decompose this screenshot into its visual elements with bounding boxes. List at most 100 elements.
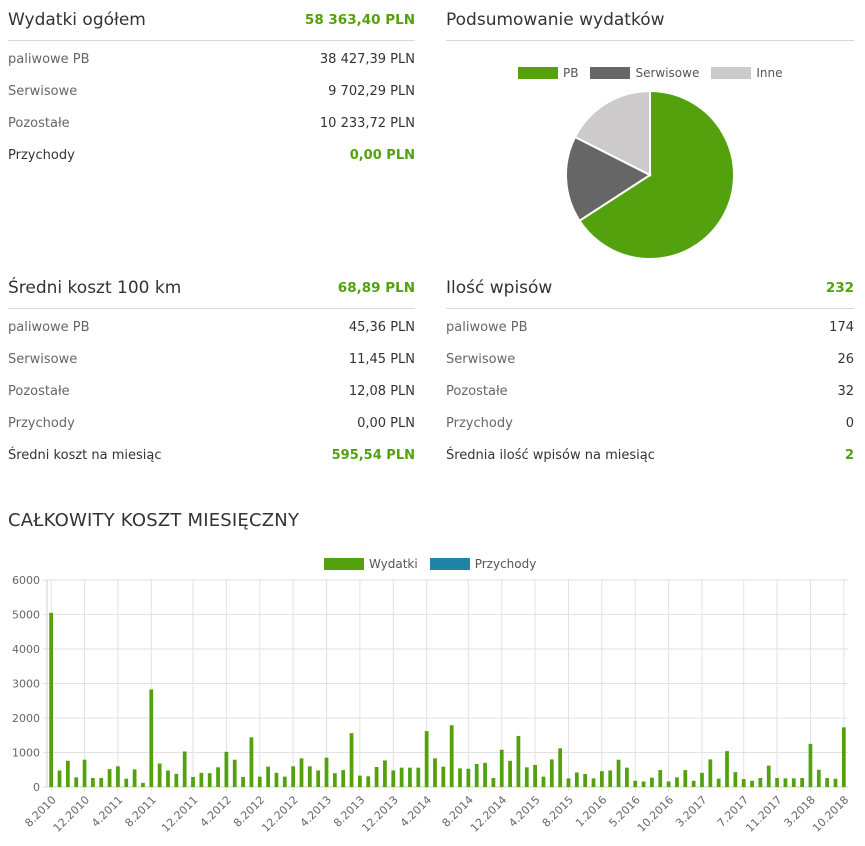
bar-wydatki[interactable] [666, 781, 671, 787]
bar-wydatki[interactable] [474, 763, 479, 787]
bar-wydatki[interactable] [625, 767, 629, 787]
bar-wydatki[interactable] [558, 748, 563, 787]
bar-wydatki[interactable] [132, 769, 137, 787]
bar-wydatki[interactable] [449, 725, 454, 787]
bar-wydatki[interactable] [808, 743, 813, 787]
bar-wydatki[interactable] [541, 776, 546, 787]
bar-wydatki[interactable] [733, 772, 738, 787]
bar-wydatki[interactable] [266, 766, 270, 787]
bar-wydatki[interactable] [299, 758, 304, 787]
bar-wydatki[interactable] [499, 749, 504, 787]
bar-wydatki[interactable] [383, 760, 387, 787]
bar-wydatki[interactable] [182, 751, 187, 787]
bar-wydatki[interactable] [358, 775, 362, 787]
bar-wydatki[interactable] [574, 772, 579, 787]
bar-wydatki[interactable] [324, 757, 329, 787]
bar-wydatki[interactable] [516, 735, 521, 787]
bar-wydatki[interactable] [483, 762, 487, 787]
bar-wydatki[interactable] [491, 778, 496, 787]
bar-wydatki[interactable] [508, 760, 512, 787]
bar-wydatki[interactable] [65, 760, 70, 787]
bar-wydatki[interactable] [441, 766, 446, 787]
legend-item-przychody[interactable]: Przychody [429, 557, 536, 571]
bar-wydatki[interactable] [841, 727, 846, 787]
bar-wydatki[interactable] [424, 731, 429, 787]
bar-wydatki[interactable] [616, 759, 621, 787]
bar-wydatki[interactable] [583, 773, 588, 787]
bar-wydatki[interactable] [374, 766, 379, 787]
bar-wydatki[interactable] [107, 769, 112, 787]
bar-wydatki[interactable] [750, 780, 754, 787]
bar-wydatki[interactable] [766, 765, 771, 787]
bar-wydatki[interactable] [141, 782, 145, 787]
bar-wydatki[interactable] [591, 778, 596, 787]
bar-wydatki[interactable] [641, 781, 646, 787]
legend-item-pb[interactable]: PB [518, 66, 578, 80]
bar-wydatki[interactable] [549, 759, 554, 787]
bar-wydatki[interactable] [691, 780, 696, 787]
bar-wydatki[interactable] [708, 759, 713, 787]
pie-slice-pb[interactable] [578, 89, 735, 260]
legend-item-inne[interactable]: Inne [711, 66, 782, 80]
bar-wydatki[interactable] [599, 771, 604, 787]
bar-wydatki[interactable] [816, 769, 821, 787]
bar-wydatki[interactable] [683, 770, 688, 787]
bar-wydatki[interactable] [257, 776, 262, 787]
bar-wydatki[interactable] [725, 751, 729, 787]
bar-wydatki[interactable] [466, 768, 471, 787]
bar-wydatki[interactable] [216, 767, 220, 787]
bar-wydatki[interactable] [207, 773, 212, 787]
bar-wydatki[interactable] [416, 767, 421, 787]
bar-wydatki[interactable] [149, 689, 154, 787]
bar-wydatki[interactable] [166, 770, 170, 787]
bar-wydatki[interactable] [458, 768, 462, 787]
bar-wydatki[interactable] [700, 772, 704, 787]
bar-wydatki[interactable] [391, 770, 396, 787]
bar-wydatki[interactable] [57, 770, 62, 787]
bar-wydatki[interactable] [82, 759, 87, 787]
bar-wydatki[interactable] [399, 767, 404, 787]
bar-wydatki[interactable] [249, 737, 254, 787]
bar-wydatki[interactable] [675, 777, 679, 787]
pie-slice-serwisowe[interactable] [565, 135, 653, 223]
bar-wydatki[interactable] [791, 778, 796, 787]
bar-wydatki[interactable] [199, 772, 204, 787]
bar-wydatki[interactable] [191, 776, 195, 787]
bar-wydatki[interactable] [349, 733, 354, 787]
bar-wydatki[interactable] [658, 770, 663, 787]
bar-wydatki[interactable] [825, 778, 830, 787]
bar-wydatki[interactable] [274, 772, 279, 787]
bar-wydatki[interactable] [307, 766, 312, 787]
bar-wydatki[interactable] [650, 777, 654, 787]
bar-wydatki[interactable] [157, 763, 162, 787]
bar-wydatki[interactable] [116, 766, 120, 787]
bar-wydatki[interactable] [282, 776, 287, 787]
bar-wydatki[interactable] [366, 776, 371, 787]
bar-wydatki[interactable] [758, 778, 763, 787]
bar-wydatki[interactable] [49, 612, 54, 787]
bar-wydatki[interactable] [533, 764, 537, 787]
bar-wydatki[interactable] [833, 778, 838, 787]
bar-wydatki[interactable] [91, 778, 95, 787]
bar-wydatki[interactable] [524, 767, 529, 787]
bar-wydatki[interactable] [716, 778, 721, 787]
pie-slice-inne[interactable] [573, 89, 651, 177]
bar-wydatki[interactable] [608, 770, 613, 787]
bar-wydatki[interactable] [174, 773, 179, 787]
bar-wydatki[interactable] [74, 777, 79, 787]
bar-wydatki[interactable] [341, 770, 346, 787]
legend-item-serwisowe[interactable]: Serwisowe [590, 66, 699, 80]
bar-wydatki[interactable] [433, 758, 437, 787]
bar-wydatki[interactable] [566, 778, 571, 787]
bar-wydatki[interactable] [291, 766, 296, 787]
bar-wydatki[interactable] [408, 767, 412, 787]
legend-item-wydatki[interactable]: Wydatki [324, 557, 418, 571]
bar-wydatki[interactable] [99, 778, 104, 787]
bar-wydatki[interactable] [775, 778, 779, 787]
bar-wydatki[interactable] [224, 751, 229, 787]
bar-wydatki[interactable] [124, 778, 129, 787]
bar-wydatki[interactable] [783, 778, 788, 787]
bar-wydatki[interactable] [232, 759, 237, 787]
bar-wydatki[interactable] [633, 780, 638, 787]
bar-wydatki[interactable] [332, 773, 337, 787]
